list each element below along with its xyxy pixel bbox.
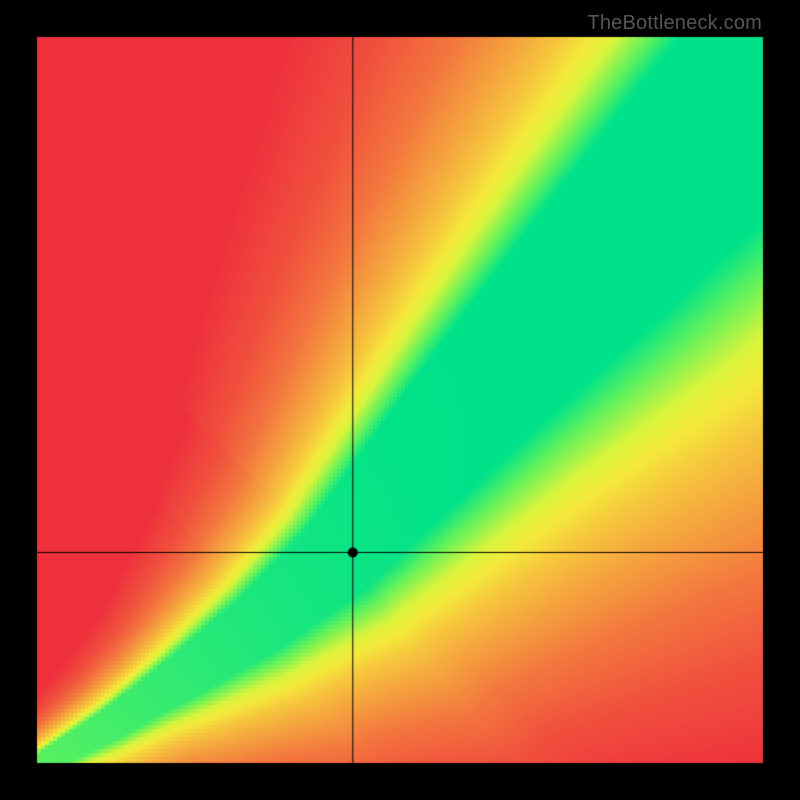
watermark-label: TheBottleneck.com (587, 12, 762, 35)
chart-container: TheBottleneck.com (0, 0, 800, 800)
heatmap-canvas (0, 0, 800, 800)
